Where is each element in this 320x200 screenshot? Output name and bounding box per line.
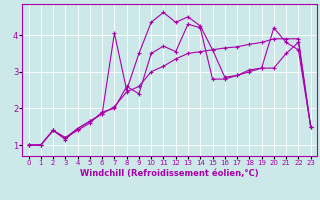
X-axis label: Windchill (Refroidissement éolien,°C): Windchill (Refroidissement éolien,°C) xyxy=(80,169,259,178)
